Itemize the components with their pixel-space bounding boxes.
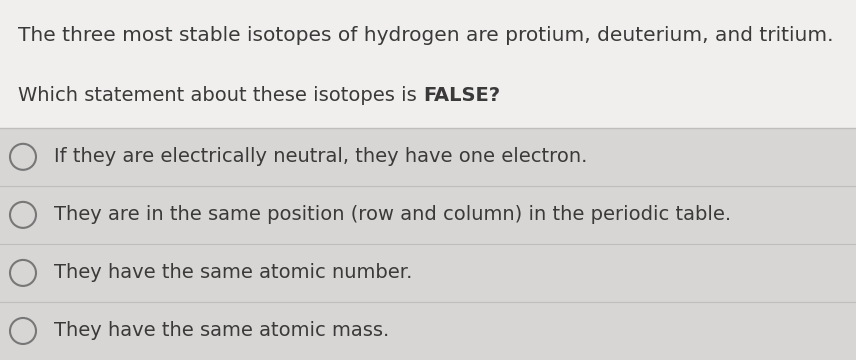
Text: If they are electrically neutral, they have one electron.: If they are electrically neutral, they h… — [54, 147, 587, 166]
Text: They are in the same position (row and column) in the periodic table.: They are in the same position (row and c… — [54, 205, 731, 224]
Text: They have the same atomic mass.: They have the same atomic mass. — [54, 321, 389, 341]
Bar — [0, 0, 856, 128]
Text: They have the same atomic number.: They have the same atomic number. — [54, 264, 413, 283]
Bar — [0, 128, 856, 360]
Text: FALSE?: FALSE? — [423, 86, 500, 105]
Text: Which statement about these isotopes is: Which statement about these isotopes is — [18, 86, 423, 105]
Text: The three most stable isotopes of hydrogen are protium, deuterium, and tritium.: The three most stable isotopes of hydrog… — [18, 26, 834, 45]
